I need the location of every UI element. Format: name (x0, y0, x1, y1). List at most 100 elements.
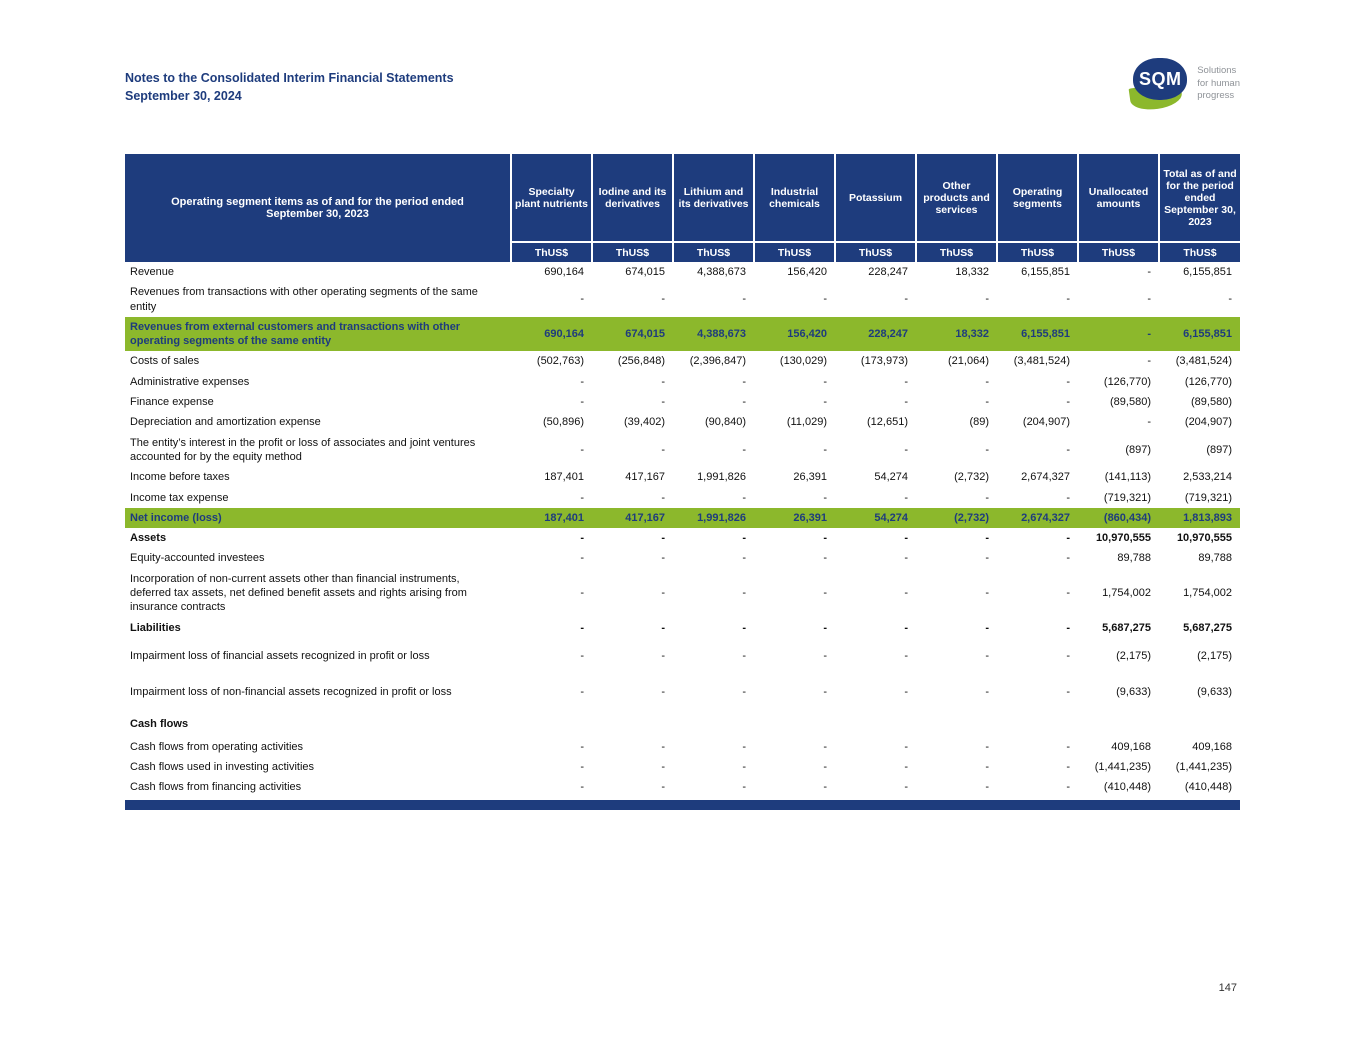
cell-value: 187,401 (544, 471, 584, 484)
cell-value: - (823, 740, 827, 753)
cell-value: (897) (1206, 443, 1232, 456)
cell-value: 6,155,851 (997, 316, 1078, 352)
cell-value: 417,167 (625, 471, 665, 484)
cell-value: - (661, 443, 665, 456)
cell-value: - (742, 532, 746, 545)
cell-value: 5,687,275 (1183, 621, 1232, 634)
cell-value: - (823, 781, 827, 794)
cell-value: - (742, 396, 746, 409)
cell-value: 228,247 (868, 266, 908, 278)
cell-value: 417,167 (592, 507, 673, 529)
cell-value: - (823, 761, 827, 774)
row-label: Cash flows (130, 717, 189, 730)
cell-value: 26,391 (754, 507, 835, 529)
table-row: Cash flows used in investing activities -… (125, 757, 1240, 777)
cell-value: 6,155,851 (1021, 266, 1070, 278)
cell-value: - (1066, 587, 1070, 600)
cell-value: 18,332 (916, 316, 997, 352)
cell-value: - (985, 293, 989, 306)
cell-value: - (985, 686, 989, 699)
cell-value (997, 711, 1078, 737)
column-header: Iodine and its derivatives (591, 154, 673, 242)
sqm-logo-icon: SQM (1128, 58, 1188, 113)
cell-value: 18,332 (955, 266, 989, 278)
row-label: The entity’s interest in the profit or l… (130, 436, 476, 463)
row-label: Incorporation of non-current assets othe… (130, 572, 467, 614)
cell-value: (89,580) (1110, 396, 1151, 409)
unit-header: ThUS$ (1158, 241, 1240, 262)
cell-value: - (823, 649, 827, 662)
cell-value: - (985, 781, 989, 794)
cell-value: (256,848) (617, 355, 665, 368)
cell-value: - (580, 396, 584, 409)
cell-value: (204,907) (1184, 416, 1232, 429)
cell-value: - (1066, 293, 1070, 306)
row-label: Net income (loss) (125, 507, 511, 529)
cell-value: - (580, 375, 584, 388)
cell-value: - (742, 621, 746, 634)
document-title-block: Notes to the Consolidated Interim Financ… (125, 70, 454, 105)
cell-value: - (742, 293, 746, 306)
cell-value: (173,973) (860, 355, 908, 368)
cell-value: - (661, 781, 665, 794)
cell-value: - (904, 686, 908, 699)
cell-value: - (823, 443, 827, 456)
table-row: Revenues from transactions with other op… (125, 282, 1240, 317)
cell-value: - (1147, 293, 1151, 306)
cell-value: - (823, 293, 827, 306)
cell-value: - (904, 781, 908, 794)
cell-value: 409,168 (1111, 740, 1151, 753)
cell-value: - (904, 396, 908, 409)
row-label: Equity-accounted investees (130, 552, 265, 565)
tagline-line: Solutions (1197, 65, 1237, 77)
cell-value (673, 711, 754, 737)
cell-value: - (580, 781, 584, 794)
cell-value: (141,113) (1104, 471, 1151, 484)
cell-value: 228,247 (835, 316, 916, 352)
cell-value: - (580, 552, 584, 565)
table-row: Equity-accounted investees - - - - - - - 89,788 8… (125, 548, 1240, 568)
cell-value: - (661, 396, 665, 409)
table-row: Revenues from external customers and tra… (125, 316, 1240, 352)
unit-header: ThUS$ (834, 241, 916, 262)
cell-value: - (661, 375, 665, 388)
cell-value: - (742, 781, 746, 794)
row-label: Administrative expenses (130, 375, 250, 388)
cell-value: - (985, 621, 989, 634)
cell-value: - (1066, 649, 1070, 662)
column-header: Total as of and for the period ended Sep… (1158, 154, 1240, 242)
cell-value: - (1066, 686, 1070, 699)
cell-value: 89,788 (1117, 552, 1151, 565)
cell-value: - (742, 375, 746, 388)
cell-value: - (661, 740, 665, 753)
cell-value: 1,813,893 (1159, 507, 1240, 529)
row-label: Impairment loss of financial assets reco… (130, 649, 430, 662)
table-row: Impairment loss of financial assets reco… (125, 638, 1240, 674)
cell-value: (2,732) (916, 507, 997, 529)
cell-value: - (661, 686, 665, 699)
unit-header: ThUS$ (996, 241, 1078, 262)
column-header: Other products and services (915, 154, 997, 242)
cell-value: - (661, 649, 665, 662)
cell-value: (9,633) (1116, 686, 1151, 699)
cell-value: - (661, 293, 665, 306)
row-label: Revenues from transactions with other op… (130, 286, 478, 313)
cell-value: 2,533,214 (1183, 471, 1232, 484)
cell-value: - (742, 761, 746, 774)
document-date: September 30, 2024 (125, 88, 242, 103)
cell-value: (1,441,235) (1094, 761, 1151, 774)
cell-value: 6,155,851 (1183, 266, 1232, 278)
cell-value: - (904, 649, 908, 662)
cell-value: - (985, 532, 989, 545)
cell-value: - (742, 552, 746, 565)
table-row: Net income (loss) 187,401 417,167 1,991,826… (125, 507, 1240, 529)
cell-value: - (580, 532, 584, 545)
unit-header: ThUS$ (591, 241, 673, 262)
cell-value (1078, 711, 1159, 737)
table-row: The entity’s interest in the profit or l… (125, 433, 1240, 468)
table-row: Cash flows (125, 711, 1240, 737)
cell-value: - (742, 491, 746, 504)
row-label: Cash flows used in investing activities (130, 761, 315, 774)
cell-value: (719,321) (1184, 491, 1232, 504)
cell-value: 5,687,275 (1102, 621, 1151, 634)
